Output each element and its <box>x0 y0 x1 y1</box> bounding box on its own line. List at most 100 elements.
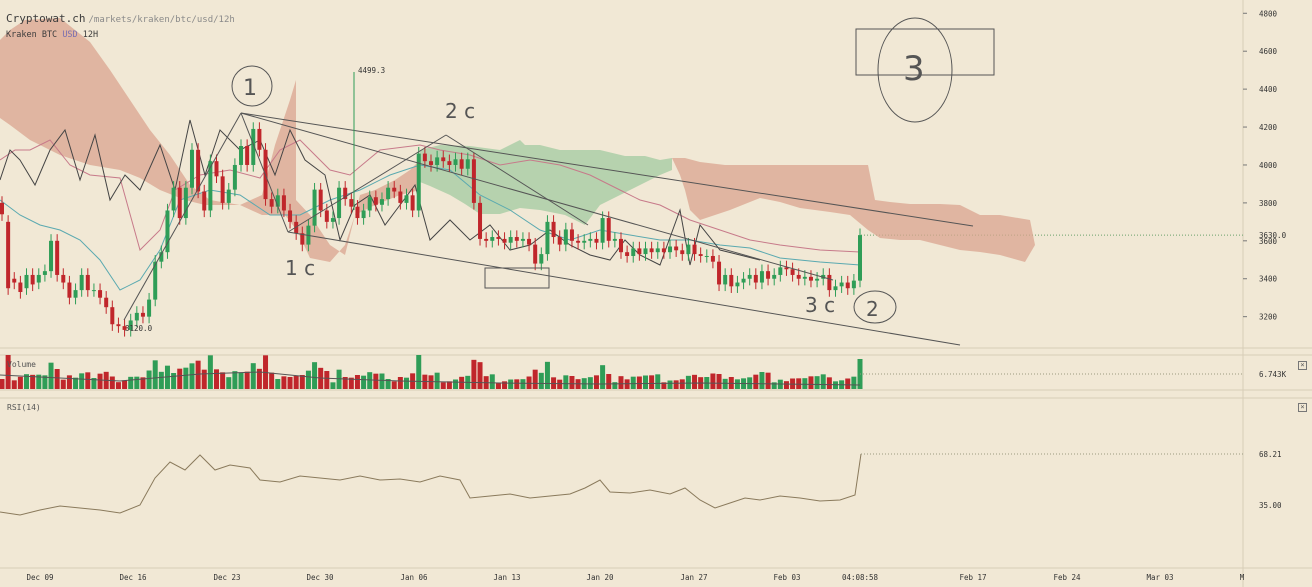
candle-body <box>618 238 623 253</box>
candle-body <box>851 280 856 289</box>
volume-bar <box>636 376 642 389</box>
time-axis-label: Dec 23 <box>213 573 240 582</box>
candle-body <box>435 157 440 165</box>
candle-body <box>140 312 145 317</box>
candle-body <box>496 237 501 239</box>
candle-body <box>643 248 648 255</box>
volume-bar <box>710 373 716 389</box>
volume-bar <box>716 374 722 389</box>
time-axis-label: Feb 17 <box>959 573 986 582</box>
candle-body <box>288 210 293 222</box>
drawing-labels: 2 c 1 c 3 c 3 2 1 <box>243 49 925 321</box>
candle-body <box>527 238 532 245</box>
volume-bar <box>48 362 54 389</box>
candle-body <box>753 274 758 283</box>
candle-body <box>569 229 574 241</box>
user-drawings[interactable] <box>123 17 995 346</box>
cloud-bearish-right <box>672 158 1035 262</box>
candle-body <box>85 274 90 291</box>
volume-bar <box>759 372 765 389</box>
high-annotation: 4499.3 <box>358 66 385 75</box>
volume-bar <box>532 369 538 389</box>
candle-body <box>759 271 764 283</box>
candle-body <box>796 274 801 279</box>
candle-body <box>410 195 415 211</box>
volume-bar <box>618 376 624 389</box>
volume-bar <box>796 378 802 389</box>
volume-bar <box>569 376 575 389</box>
volume-bar <box>134 376 140 389</box>
volume-bar <box>146 370 152 389</box>
volume-bar <box>115 382 121 389</box>
trendline-impulse <box>123 112 242 321</box>
volume-bar <box>287 377 293 389</box>
candle-body <box>784 267 789 270</box>
volume-bar <box>520 379 526 389</box>
candle-body <box>251 128 256 165</box>
volume-bar <box>814 376 820 389</box>
candle-body <box>98 290 103 298</box>
site-title[interactable]: Cryptowat.ch <box>6 12 86 25</box>
candle-body <box>30 274 35 285</box>
volume-bar <box>428 375 434 389</box>
volume-bar <box>312 362 318 389</box>
volume-bar <box>734 379 740 389</box>
volume-bar <box>24 374 30 389</box>
candlesticks[interactable] <box>0 122 862 337</box>
candle-body <box>73 290 78 298</box>
candle-body <box>386 187 391 200</box>
volume-bar <box>158 371 164 389</box>
volume-bar <box>171 373 177 389</box>
candle-body <box>373 197 378 205</box>
drawing-label-2c: 2 c <box>445 99 475 123</box>
price-tick-label: 4400 <box>1259 85 1278 94</box>
candle-body <box>649 248 654 253</box>
box-wave3 <box>855 28 995 76</box>
candle-body <box>257 128 262 150</box>
rsi-close-icon[interactable]: × <box>1298 403 1307 412</box>
volume-close-icon[interactable]: × <box>1298 361 1307 370</box>
volume-bar <box>434 372 440 389</box>
market-path[interactable]: /markets/kraken/btc/usd/12h <box>88 15 235 25</box>
candle-body <box>202 191 207 211</box>
time-axis-label: Dec 30 <box>306 573 334 582</box>
candle-body <box>79 274 84 291</box>
volume-bar <box>269 372 275 389</box>
candle-body <box>404 195 409 203</box>
volume-bar <box>630 376 636 389</box>
volume-bar <box>54 369 60 389</box>
volume-bar <box>416 355 422 389</box>
candle-body <box>741 278 746 283</box>
volume-bar <box>232 371 238 389</box>
circle-1 <box>231 65 273 107</box>
candle-body <box>441 157 446 162</box>
candle-body <box>655 248 660 253</box>
volume-bar <box>851 376 857 389</box>
chart-header: Cryptowat.ch/markets/kraken/btc/usd/12h … <box>6 7 235 40</box>
volume-bar <box>661 382 667 389</box>
volume-bar <box>385 379 391 389</box>
candle-body <box>61 274 66 283</box>
circle-3 <box>877 17 953 123</box>
candle-body <box>539 254 544 264</box>
time-axis-label: Jan 06 <box>400 573 428 582</box>
volume-bar <box>140 377 146 389</box>
volume-bar <box>753 374 759 389</box>
volume-bar <box>361 375 367 389</box>
candle-body <box>815 278 820 281</box>
volume-bar <box>453 379 459 389</box>
drawing-label-3: 3 <box>903 49 925 89</box>
volume-bar <box>771 382 777 389</box>
volume-bar <box>293 376 299 389</box>
volume-bar <box>459 376 465 389</box>
trendline-upper <box>240 112 974 227</box>
volume-bar <box>214 369 219 389</box>
volume-bar <box>73 377 79 389</box>
time-axis-label: Jan 13 <box>493 573 520 582</box>
candle-body <box>214 161 219 177</box>
candle-body <box>183 187 188 219</box>
candle-body <box>232 164 237 190</box>
volume-bar <box>342 377 348 389</box>
